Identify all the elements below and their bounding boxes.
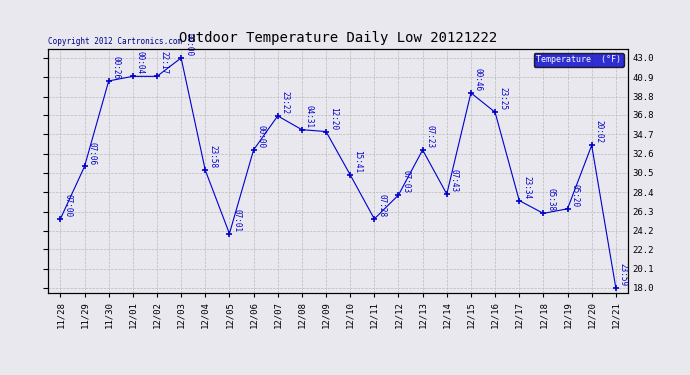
Text: 23:22: 23:22 xyxy=(281,91,290,114)
Title: Outdoor Temperature Daily Low 20121222: Outdoor Temperature Daily Low 20121222 xyxy=(179,31,497,45)
Text: 23:58: 23:58 xyxy=(208,145,217,168)
Text: 00:26: 00:26 xyxy=(112,56,121,79)
Text: 07:03: 07:03 xyxy=(402,170,411,193)
Text: 00:46: 00:46 xyxy=(474,68,483,91)
Text: 07:06: 07:06 xyxy=(88,141,97,165)
Text: 20:02: 20:02 xyxy=(595,120,604,144)
Text: 12:20: 12:20 xyxy=(329,106,338,130)
Text: 05:20: 05:20 xyxy=(571,184,580,207)
Text: 00:04: 00:04 xyxy=(136,51,145,75)
Text: 07:28: 07:28 xyxy=(377,194,386,217)
Text: 15:41: 15:41 xyxy=(353,150,362,173)
Text: 00:00: 00:00 xyxy=(257,125,266,148)
Text: 23:25: 23:25 xyxy=(498,87,507,110)
Text: 07:01: 07:01 xyxy=(233,209,241,232)
Text: 05:38: 05:38 xyxy=(546,188,555,211)
Text: 07:43: 07:43 xyxy=(450,169,459,192)
Text: 23:59: 23:59 xyxy=(619,263,628,286)
Legend: Temperature  (°F): Temperature (°F) xyxy=(534,53,624,67)
Text: 07:23: 07:23 xyxy=(426,125,435,148)
Text: Copyright 2012 Cartronics.com: Copyright 2012 Cartronics.com xyxy=(48,38,182,46)
Text: 00:00: 00:00 xyxy=(184,33,193,56)
Text: 22:17: 22:17 xyxy=(160,51,169,75)
Text: 04:31: 04:31 xyxy=(305,105,314,128)
Text: 23:34: 23:34 xyxy=(522,176,531,199)
Text: 07:00: 07:00 xyxy=(63,194,72,217)
